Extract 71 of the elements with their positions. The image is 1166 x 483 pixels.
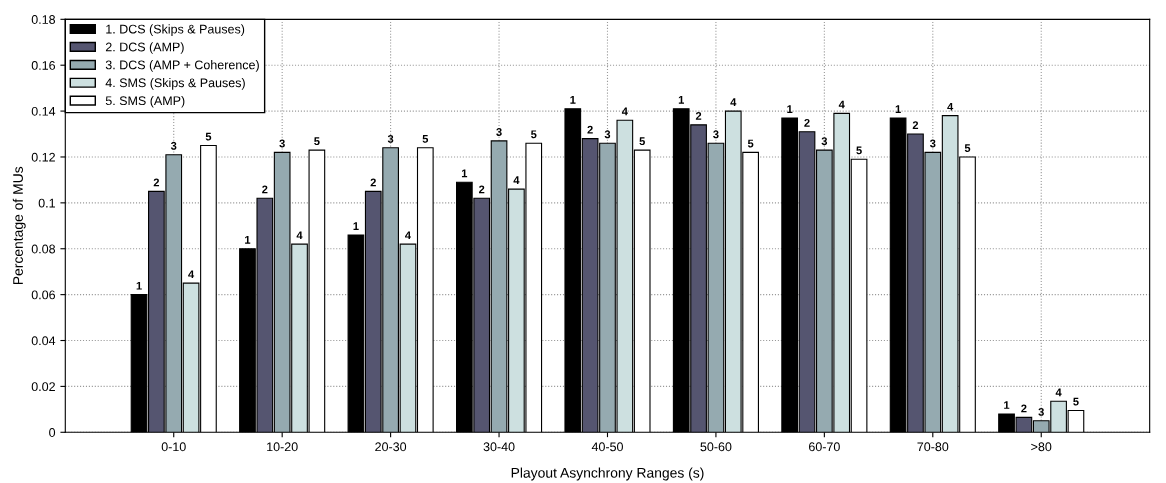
annotation: 1 <box>136 281 142 290</box>
y-tick-label: 0.14 <box>31 106 56 116</box>
annotation: 5 <box>747 139 754 148</box>
legend-label: 1. DCS (Skips & Pauses) <box>106 24 245 36</box>
annotation: 4 <box>1055 388 1062 397</box>
annotation: 1 <box>353 222 359 230</box>
annotation: 5 <box>639 137 645 146</box>
x-axis-title: Playout Asynchrony Ranges (s) <box>511 467 704 481</box>
y-tick-label: 0.08 <box>31 244 56 254</box>
y-tick-label: 0.04 <box>31 336 56 346</box>
annotation: 5 <box>856 146 862 155</box>
y-tick-label: 0.1 <box>38 198 55 208</box>
x-tick-label: 60-70 <box>809 442 840 452</box>
annotation: 1 <box>895 105 901 113</box>
annotation: 1 <box>245 236 251 244</box>
y-tick-label: 0 <box>49 428 56 437</box>
x-tick-label: 10-20 <box>267 442 298 452</box>
y-tick-label: 0.18 <box>31 15 56 24</box>
annotation: 5 <box>964 144 971 152</box>
annotation: 2 <box>695 112 702 120</box>
x-tick-label: >80 <box>1031 442 1052 452</box>
annotation: 2 <box>1021 404 1027 413</box>
legend-label: 5. SMS (AMP) <box>105 95 185 108</box>
annotation: 2 <box>804 118 810 127</box>
annotation: 1 <box>461 169 468 178</box>
y-tick-label: 0.12 <box>31 152 55 162</box>
annotation: 4 <box>621 107 628 116</box>
annotation: 4 <box>296 231 303 240</box>
annotation: 3 <box>387 134 394 143</box>
x-tick-label: 70-80 <box>917 442 949 452</box>
annotation: 4 <box>838 100 845 109</box>
annotation: 1 <box>1004 401 1010 409</box>
annotation: 3 <box>1038 407 1044 416</box>
x-tick-label: 30-40 <box>483 442 515 452</box>
annotation: 1 <box>787 105 793 113</box>
annotation: 2 <box>153 178 160 187</box>
y-tick-label: 0.02 <box>31 382 55 392</box>
annotation: 2 <box>262 185 268 194</box>
y-tick-label: 0.16 <box>31 61 56 70</box>
legend-label: 4. SMS (Skips & Pauses) <box>105 78 245 90</box>
x-tick-label: 40-50 <box>591 442 623 452</box>
legend-label: 2. DCS (AMP) <box>105 42 184 54</box>
annotation: 5 <box>1073 397 1079 406</box>
y-axis-title: Percentage of MUs <box>12 166 26 285</box>
annotation: 2 <box>478 185 485 194</box>
annotation: 4 <box>405 231 411 240</box>
annotation: 5 <box>314 137 320 146</box>
annotation: 2 <box>912 121 919 129</box>
annotation: 4 <box>947 102 954 111</box>
annotation: 5 <box>205 132 212 141</box>
annotation: 3 <box>170 141 177 150</box>
annotation: 2 <box>370 178 376 187</box>
annotation: 5 <box>531 130 537 139</box>
annotation: 3 <box>929 139 936 148</box>
x-tick-label: 0-10 <box>161 442 186 452</box>
annotation: 3 <box>604 130 611 139</box>
annotation: 3 <box>821 137 828 146</box>
annotation: 4 <box>513 176 520 185</box>
annotation: 1 <box>678 96 684 104</box>
annotation: 5 <box>422 135 429 143</box>
annotation: 4 <box>730 98 737 107</box>
annotation: 3 <box>713 130 719 139</box>
annotation: 2 <box>587 125 593 134</box>
annotation: 3 <box>496 128 502 136</box>
x-tick-label: 20-30 <box>375 442 407 452</box>
legend-label: 3. DCS (AMP + Coherence) <box>105 60 259 72</box>
annotation: 3 <box>279 139 285 148</box>
annotation: 4 <box>188 270 195 279</box>
y-tick-label: 0.06 <box>31 290 56 300</box>
x-tick-label: 50-60 <box>700 442 732 452</box>
annotation: 1 <box>570 96 576 104</box>
